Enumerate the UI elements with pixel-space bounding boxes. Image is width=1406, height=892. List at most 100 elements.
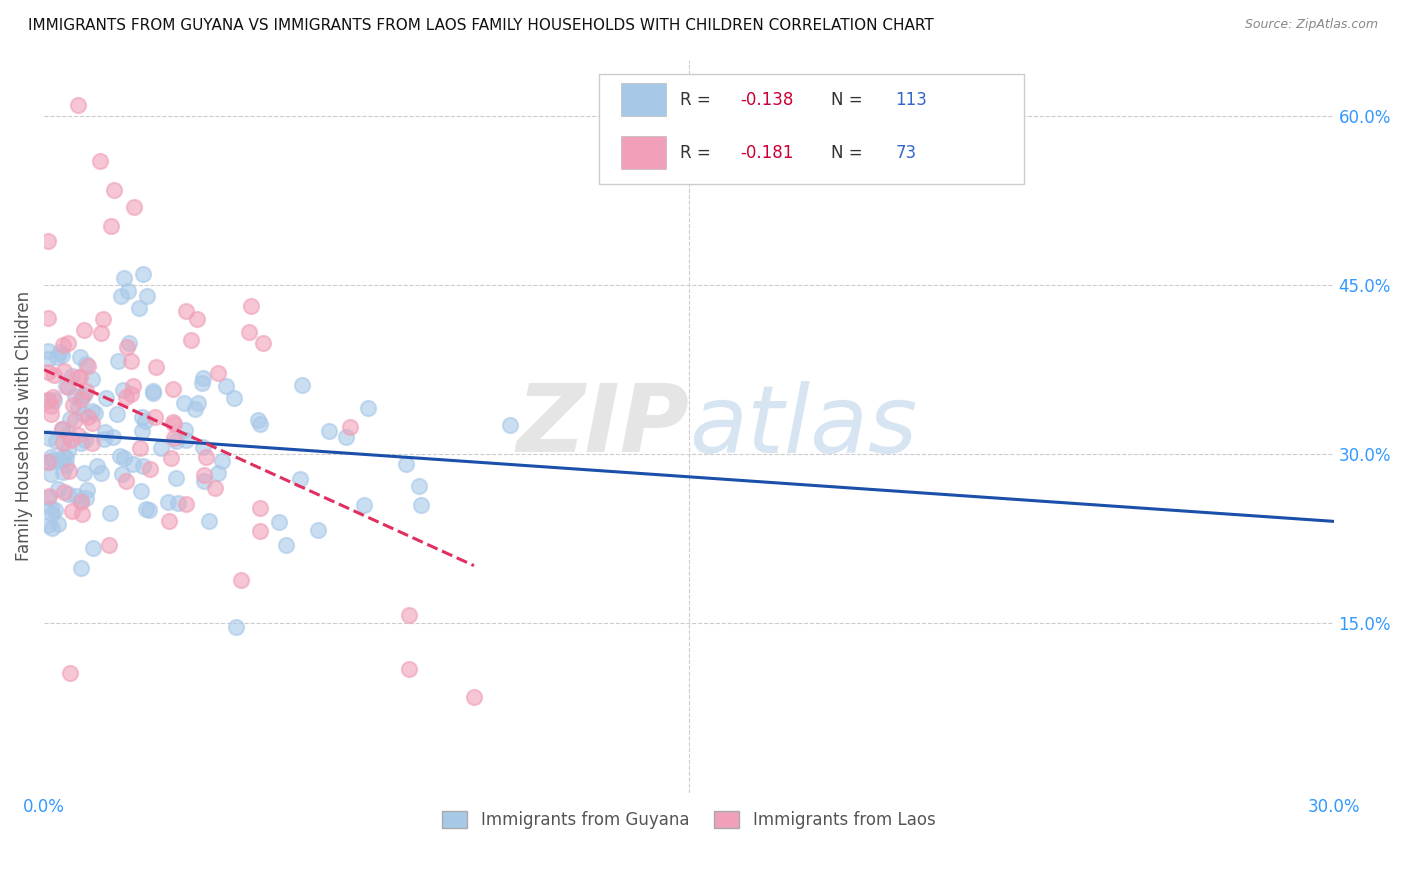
Point bbox=[193, 474, 215, 488]
Point bbox=[37, 343, 59, 358]
Point bbox=[100, 219, 122, 233]
FancyBboxPatch shape bbox=[620, 83, 665, 116]
Point bbox=[72, 388, 94, 402]
Point bbox=[117, 284, 139, 298]
Point bbox=[187, 396, 209, 410]
Point bbox=[63, 413, 86, 427]
Point bbox=[173, 396, 195, 410]
Point bbox=[73, 388, 96, 402]
Point bbox=[49, 345, 72, 359]
Point bbox=[73, 467, 96, 481]
FancyBboxPatch shape bbox=[620, 136, 665, 169]
Point bbox=[252, 336, 274, 351]
Point bbox=[98, 538, 121, 552]
Point bbox=[37, 518, 59, 533]
Point bbox=[56, 487, 79, 501]
Point bbox=[66, 428, 89, 442]
Point bbox=[60, 369, 83, 384]
Point bbox=[238, 325, 260, 339]
Point bbox=[121, 379, 143, 393]
Point bbox=[46, 517, 69, 532]
Point bbox=[174, 498, 197, 512]
Point bbox=[131, 409, 153, 424]
Point bbox=[51, 348, 73, 362]
Point bbox=[398, 662, 420, 676]
Point bbox=[72, 508, 94, 522]
Point bbox=[70, 495, 93, 509]
Point bbox=[240, 299, 263, 313]
Point bbox=[142, 386, 165, 401]
Point bbox=[56, 443, 79, 458]
Point bbox=[162, 382, 184, 396]
Point bbox=[38, 431, 60, 445]
Point bbox=[83, 406, 105, 420]
Point bbox=[38, 455, 60, 469]
Point bbox=[398, 607, 420, 622]
Point bbox=[191, 376, 214, 391]
Point bbox=[157, 514, 180, 528]
Point bbox=[207, 367, 229, 381]
Point bbox=[52, 465, 75, 479]
Point bbox=[112, 271, 135, 285]
Point bbox=[156, 494, 179, 508]
Point bbox=[162, 415, 184, 429]
Point bbox=[111, 384, 134, 398]
Point bbox=[55, 379, 77, 393]
Point bbox=[59, 433, 82, 447]
Point bbox=[174, 304, 197, 318]
Point bbox=[82, 541, 104, 555]
Point bbox=[46, 482, 69, 496]
Text: ZIP: ZIP bbox=[516, 380, 689, 472]
Point bbox=[195, 450, 218, 465]
Point bbox=[115, 474, 138, 488]
Point bbox=[44, 503, 66, 517]
Point bbox=[191, 370, 214, 384]
Point bbox=[339, 419, 361, 434]
Point bbox=[124, 200, 146, 214]
Point bbox=[69, 369, 91, 384]
Point bbox=[60, 504, 83, 518]
Point bbox=[463, 690, 485, 704]
Point bbox=[91, 312, 114, 326]
Point bbox=[139, 461, 162, 475]
Text: N =: N = bbox=[831, 145, 868, 162]
Point bbox=[180, 333, 202, 347]
Point bbox=[86, 459, 108, 474]
Point bbox=[318, 424, 340, 438]
Point bbox=[76, 409, 98, 424]
Point bbox=[58, 464, 80, 478]
Point bbox=[110, 449, 132, 463]
Point bbox=[70, 492, 93, 507]
Point bbox=[207, 466, 229, 480]
Point bbox=[70, 560, 93, 574]
Point bbox=[65, 489, 87, 503]
Point bbox=[165, 470, 187, 484]
Point bbox=[37, 455, 59, 469]
Point bbox=[112, 451, 135, 466]
Text: Source: ZipAtlas.com: Source: ZipAtlas.com bbox=[1244, 18, 1378, 31]
Point bbox=[52, 484, 75, 499]
Text: -0.181: -0.181 bbox=[741, 145, 794, 162]
Point bbox=[120, 386, 142, 401]
Point bbox=[115, 390, 138, 404]
Point bbox=[131, 424, 153, 438]
Point bbox=[37, 351, 59, 366]
Point bbox=[96, 391, 118, 405]
Point bbox=[67, 97, 90, 112]
Point bbox=[98, 506, 121, 520]
Point bbox=[46, 350, 69, 364]
Point bbox=[134, 414, 156, 428]
Point bbox=[184, 402, 207, 417]
Point bbox=[211, 454, 233, 468]
Point bbox=[80, 371, 103, 385]
Point bbox=[42, 393, 65, 408]
Point bbox=[145, 360, 167, 375]
Point bbox=[121, 457, 143, 471]
Point bbox=[39, 450, 62, 465]
Point bbox=[66, 370, 89, 384]
Point bbox=[63, 388, 86, 402]
Point bbox=[41, 390, 63, 404]
Point bbox=[356, 401, 378, 415]
Point bbox=[94, 425, 117, 439]
Point bbox=[225, 620, 247, 634]
